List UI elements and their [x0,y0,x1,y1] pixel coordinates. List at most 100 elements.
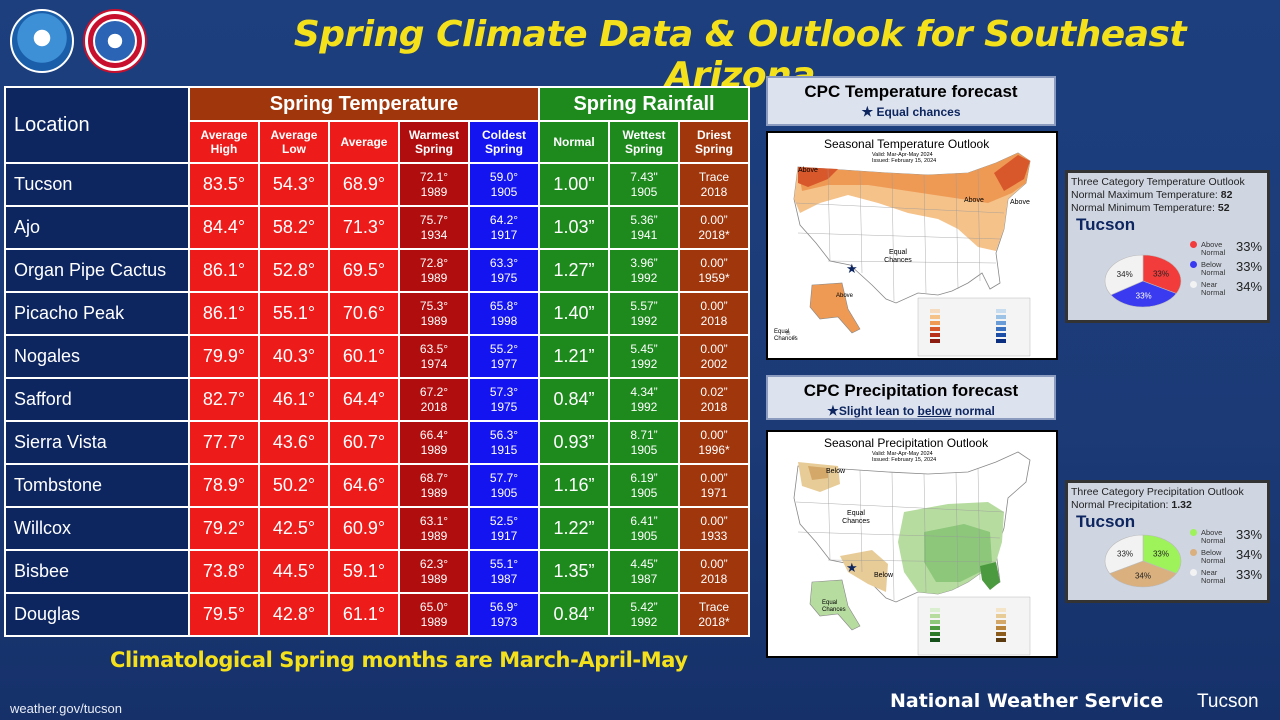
cell-average: 71.3° [328,205,400,250]
cell-coldest: 64.2° 1917 [468,205,540,250]
legend-pct-below: 34% [1236,547,1263,562]
temp-probability-panel: Three Category Temperature Outlook Norma… [1065,170,1270,323]
cell-normal: 1.00" [538,162,610,207]
cell-normal: 1.40” [538,291,610,336]
cell-average: 70.6° [328,291,400,336]
temp-prob-header: Three Category Temperature Outlook Norma… [1071,176,1245,214]
cell-normal: 1.03” [538,205,610,250]
precip-prob-header: Three Category Precipitation Outlook Nor… [1071,486,1244,511]
footnote: Climatological Spring months are March-A… [110,648,688,672]
cell-warmest: 67.2° 2018 [398,377,470,422]
cell-avg-high: 78.9° [188,463,260,508]
star-icon: ★ [861,104,874,119]
website-link[interactable]: weather.gov/tucson [10,701,123,716]
cell-average: 60.7° [328,420,400,465]
cell-driest: 0.00” 1971 [678,463,750,508]
cell-average: 60.1° [328,334,400,379]
temp-label-above-east: Above [1010,199,1030,206]
precip-label-below-nw: Below [826,468,846,475]
precip-map-title: Seasonal Precipitation Outlook [824,436,989,450]
cell-warmest: 62.3° 1989 [398,549,470,594]
cell-avg-high: 84.4° [188,205,260,250]
precip-subtitle-suffix: normal [951,404,995,418]
table-row: Picacho Peak 86.1° 55.1° 70.6° 75.3° 1989 65.8… [4,291,750,336]
cell-warmest: 72.8° 1989 [398,248,470,293]
table-body: Tucson 83.5° 54.3° 68.9° 72.1° 1989 59.0° 1905 1… [4,162,750,637]
cell-avg-low: 42.5° [258,506,330,551]
cell-warmest: 75.7° 1934 [398,205,470,250]
cell-wettest: 4.45” 1987 [608,549,680,594]
cell-location: Douglas [4,592,190,637]
temp-forecast-header: CPC Temperature forecast ★ Equal chances [766,76,1056,126]
temp-label-equal: Equal Chances [884,249,912,264]
spring-temperature-header: Spring Temperature [188,86,540,122]
cell-warmest: 63.5° 1974 [398,334,470,379]
temp-label-above-mid: Above [964,197,984,204]
cell-avg-low: 44.5° [258,549,330,594]
legend-item-below: Below Normal [1190,261,1225,277]
cell-avg-low: 40.3° [258,334,330,379]
cell-warmest: 72.1° 1989 [398,162,470,207]
legend-dot [1190,261,1197,268]
table-row: Nogales 79.9° 40.3° 60.1° 63.5° 1974 55.2° 1977… [4,334,750,379]
cell-driest: Trace 2018 [678,162,750,207]
legend-item-above: Above Normal [1190,529,1225,545]
col-average-high: Average High [188,120,260,164]
pie-label-near: 33% [1117,550,1133,559]
cell-driest: 0.00” 2018* [678,205,750,250]
cell-coldest: 59.0° 1905 [468,162,540,207]
cell-average: 64.6° [328,463,400,508]
table-row: Safford 82.7° 46.1° 64.4° 67.2° 2018 57.3° 1975… [4,377,750,422]
cell-avg-low: 50.2° [258,463,330,508]
cell-coldest: 56.9° 1973 [468,592,540,637]
cell-normal: 0.84” [538,377,610,422]
table-row: Tucson 83.5° 54.3° 68.9° 72.1° 1989 59.0° 1905 1… [4,162,750,207]
cell-driest: 0.02” 2018 [678,377,750,422]
cell-coldest: 57.3° 1975 [468,377,540,422]
cell-location: Organ Pipe Cactus [4,248,190,293]
cell-coldest: 65.8° 1998 [468,291,540,336]
pie-label-near: 34% [1117,270,1133,279]
temp-pie-chart: 33% 33% 34% [1104,254,1182,308]
precip-outlook-graphic: ★ [793,451,1031,656]
cell-avg-high: 79.9° [188,334,260,379]
cell-location: Safford [4,377,190,422]
cell-avg-low: 55.1° [258,291,330,336]
cell-warmest: 63.1° 1989 [398,506,470,551]
cell-avg-high: 79.2° [188,506,260,551]
legend-dot [1190,529,1197,536]
cell-avg-low: 43.6° [258,420,330,465]
cell-avg-low: 54.3° [258,162,330,207]
cell-driest: Trace 2018* [678,592,750,637]
cell-normal: 1.21” [538,334,610,379]
precip-label-equal: Equal Chances [842,510,870,525]
pie-label-above: 33% [1153,270,1169,279]
cell-average: 61.1° [328,592,400,637]
precip-probability-panel: Three Category Precipitation Outlook Nor… [1065,480,1270,603]
cell-driest: 0.00” 1959* [678,248,750,293]
cell-driest: 0.00” 2018 [678,291,750,336]
temp-label-above-west: Above [798,167,818,174]
cell-wettest: 5.36” 1941 [608,205,680,250]
cell-wettest: 6.19” 1905 [608,463,680,508]
table-row: Ajo 84.4° 58.2° 71.3° 75.7° 1934 64.2° 1917 1.03… [4,205,750,250]
pie-slice-near [1104,254,1144,296]
legend-item-below: Below Normal [1190,549,1225,565]
cell-location: Picacho Peak [4,291,190,336]
legend-item-near: Near Normal [1190,569,1225,585]
cell-avg-high: 79.5° [188,592,260,637]
cell-wettest: 8.71” 1905 [608,420,680,465]
cell-average: 64.4° [328,377,400,422]
temp-label-above-alaska: Above [836,293,854,299]
cell-location: Tucson [4,162,190,207]
cell-avg-low: 52.8° [258,248,330,293]
cell-wettest: 5.45” 1992 [608,334,680,379]
page-title: Spring Climate Data & Outlook for Southe… [293,14,1187,96]
legend-pct-below: 33% [1236,259,1263,274]
cell-wettest: 3.96” 1992 [608,248,680,293]
precip-pie-chart: 33% 34% 33% [1104,534,1182,588]
nws-logo-center [95,21,135,61]
cell-wettest: 5.57” 1992 [608,291,680,336]
temp-outlook-graphic: ★ [785,152,1031,357]
precip-label-below-sw: Below [874,572,894,579]
